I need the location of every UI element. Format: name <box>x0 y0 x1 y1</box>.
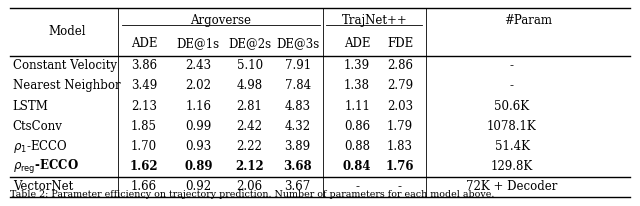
Text: Nearest Neighbor: Nearest Neighbor <box>13 79 120 92</box>
Text: 1.70: 1.70 <box>131 140 157 153</box>
Text: 129.8K: 129.8K <box>491 160 533 173</box>
Text: 0.86: 0.86 <box>344 120 370 133</box>
Text: 1.38: 1.38 <box>344 79 370 92</box>
Text: 5.10: 5.10 <box>237 59 262 72</box>
Text: 3.68: 3.68 <box>284 160 312 173</box>
Text: DE@1s: DE@1s <box>177 37 220 50</box>
Text: -: - <box>510 79 514 92</box>
Text: $\rho_1$-ECCO: $\rho_1$-ECCO <box>13 138 67 155</box>
Text: 2.81: 2.81 <box>237 99 262 113</box>
Text: -: - <box>510 59 514 72</box>
Text: DE@2s: DE@2s <box>228 37 271 50</box>
Text: 1.85: 1.85 <box>131 120 157 133</box>
Text: 2.43: 2.43 <box>186 59 211 72</box>
Text: Table 2: Parameter efficiency on trajectory prediction. Number of parameters for: Table 2: Parameter efficiency on traject… <box>10 190 494 199</box>
Text: 1.79: 1.79 <box>387 120 413 133</box>
Text: 4.83: 4.83 <box>285 99 310 113</box>
Text: 3.67: 3.67 <box>284 180 311 193</box>
Text: FDE: FDE <box>387 37 413 50</box>
Text: 0.93: 0.93 <box>185 140 212 153</box>
Text: #Param: #Param <box>504 14 552 27</box>
Text: 3.49: 3.49 <box>131 79 157 92</box>
Text: 3.86: 3.86 <box>131 59 157 72</box>
Text: 2.12: 2.12 <box>236 160 264 173</box>
Text: 2.13: 2.13 <box>131 99 157 113</box>
Text: 1.76: 1.76 <box>386 160 414 173</box>
Text: 2.06: 2.06 <box>237 180 262 193</box>
Text: 1.16: 1.16 <box>186 99 211 113</box>
Text: 1.66: 1.66 <box>131 180 157 193</box>
Text: 7.84: 7.84 <box>285 79 310 92</box>
Text: 1.11: 1.11 <box>344 99 370 113</box>
Text: CtsConv: CtsConv <box>13 120 63 133</box>
Text: 2.79: 2.79 <box>387 79 413 92</box>
Text: -: - <box>355 180 359 193</box>
Text: 4.32: 4.32 <box>285 120 310 133</box>
Text: $\rho_{\mathrm{reg}}$-ECCO: $\rho_{\mathrm{reg}}$-ECCO <box>13 158 79 176</box>
Text: 1.62: 1.62 <box>130 160 158 173</box>
Text: 50.6K: 50.6K <box>495 99 529 113</box>
Text: 1.39: 1.39 <box>344 59 370 72</box>
Text: Model: Model <box>48 25 86 39</box>
Text: 7.91: 7.91 <box>285 59 310 72</box>
Text: -: - <box>398 180 402 193</box>
Text: 2.42: 2.42 <box>237 120 262 133</box>
Text: 0.89: 0.89 <box>184 160 212 173</box>
Text: 1078.1K: 1078.1K <box>487 120 537 133</box>
Text: 0.99: 0.99 <box>185 120 212 133</box>
Text: 72K + Decoder: 72K + Decoder <box>467 180 557 193</box>
Text: TrajNet++: TrajNet++ <box>342 14 407 27</box>
Text: ADE: ADE <box>344 37 371 50</box>
Text: ADE: ADE <box>131 37 157 50</box>
Text: Argoverse: Argoverse <box>190 14 252 27</box>
Text: Constant Velocity: Constant Velocity <box>13 59 116 72</box>
Text: 0.84: 0.84 <box>343 160 371 173</box>
Text: DE@3s: DE@3s <box>276 37 319 50</box>
Text: 51.4K: 51.4K <box>495 140 529 153</box>
Text: 3.89: 3.89 <box>285 140 310 153</box>
Text: VectorNet: VectorNet <box>13 180 73 193</box>
Text: 4.98: 4.98 <box>237 79 262 92</box>
Text: LSTM: LSTM <box>13 99 49 113</box>
Text: 2.02: 2.02 <box>186 79 211 92</box>
Text: 2.86: 2.86 <box>387 59 413 72</box>
Text: 2.03: 2.03 <box>387 99 413 113</box>
Text: 0.92: 0.92 <box>186 180 211 193</box>
Text: 1.83: 1.83 <box>387 140 413 153</box>
Text: 0.88: 0.88 <box>344 140 370 153</box>
Text: 2.22: 2.22 <box>237 140 262 153</box>
